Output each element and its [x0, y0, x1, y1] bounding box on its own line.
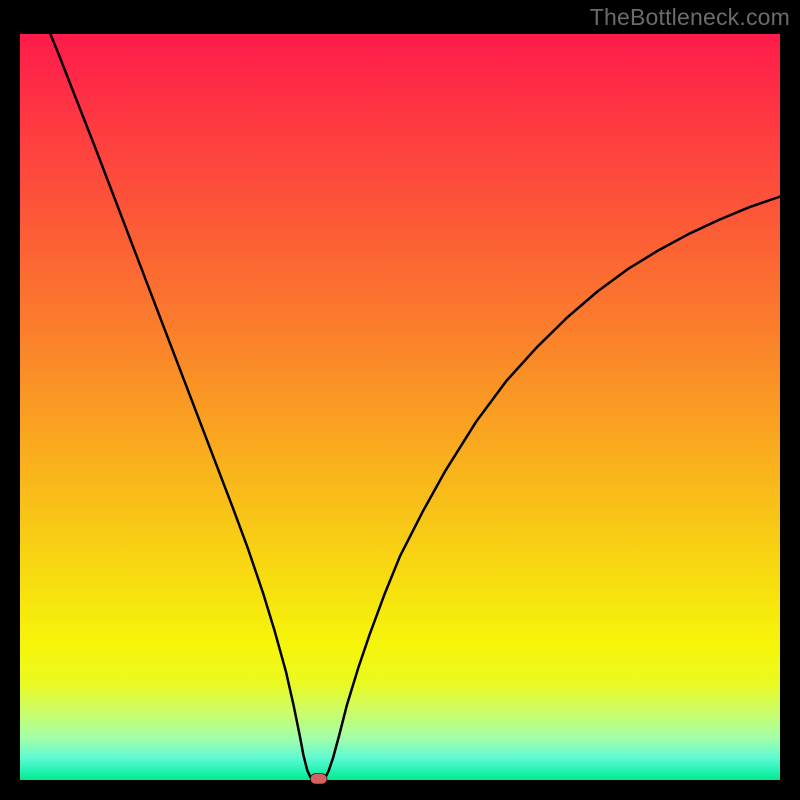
bottleneck-chart: TheBottleneck.com	[0, 0, 800, 800]
watermark-text: TheBottleneck.com	[590, 4, 790, 31]
chart-background-gradient	[20, 34, 780, 780]
chart-svg	[0, 0, 800, 800]
optimal-point-marker	[310, 774, 327, 784]
